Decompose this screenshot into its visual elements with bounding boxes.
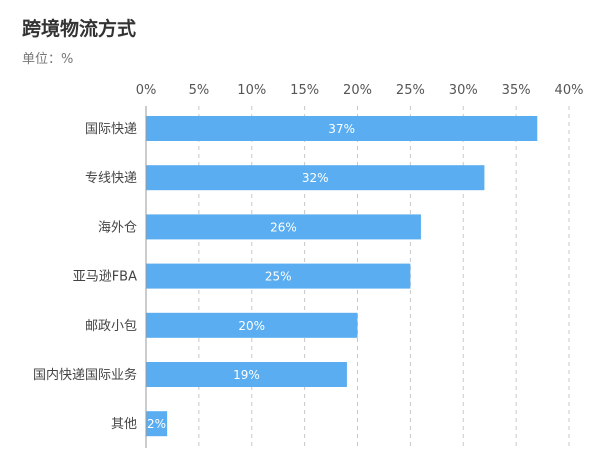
bar bbox=[146, 214, 421, 240]
data-label: 37% bbox=[328, 122, 355, 136]
data-label: 2% bbox=[147, 417, 166, 431]
category-label: 国际快递 bbox=[85, 122, 137, 137]
data-label: 25% bbox=[265, 270, 292, 284]
x-axis-ticks: 0% 5% 10% 15% 20% 25% 30% 35% 40% bbox=[136, 83, 584, 98]
x-tick-label: 5% bbox=[189, 83, 210, 98]
unit-label: 单位：% bbox=[22, 52, 74, 67]
category-label: 专线快递 bbox=[85, 171, 137, 186]
bar bbox=[146, 362, 347, 387]
bars: 37% 32% 26% 25% 20% 19% 2% bbox=[146, 116, 538, 437]
x-tick-label: 0% bbox=[136, 83, 157, 98]
x-tick-label: 10% bbox=[237, 83, 266, 98]
category-label: 其他 bbox=[111, 417, 137, 432]
category-label: 亚马逊FBA bbox=[73, 270, 137, 285]
category-label: 海外仓 bbox=[98, 220, 137, 235]
x-tick-label: 25% bbox=[396, 83, 425, 98]
x-tick-label: 15% bbox=[290, 83, 319, 98]
bar bbox=[146, 165, 485, 191]
bar bbox=[146, 411, 168, 437]
x-tick-label: 40% bbox=[555, 83, 584, 98]
category-label: 邮政小包 bbox=[85, 319, 137, 334]
data-label: 19% bbox=[233, 368, 260, 382]
x-tick-label: 20% bbox=[343, 83, 372, 98]
bar bbox=[146, 263, 411, 289]
data-label: 20% bbox=[238, 319, 265, 333]
bar bbox=[146, 116, 538, 141]
x-tick-label: 35% bbox=[502, 83, 531, 98]
data-label: 26% bbox=[270, 220, 297, 234]
data-label: 32% bbox=[302, 171, 329, 185]
x-tick-label: 30% bbox=[449, 83, 478, 98]
category-label: 国内快递国际业务 bbox=[33, 367, 137, 383]
chart-title: 跨境物流方式 bbox=[22, 18, 137, 40]
bar bbox=[146, 312, 358, 338]
